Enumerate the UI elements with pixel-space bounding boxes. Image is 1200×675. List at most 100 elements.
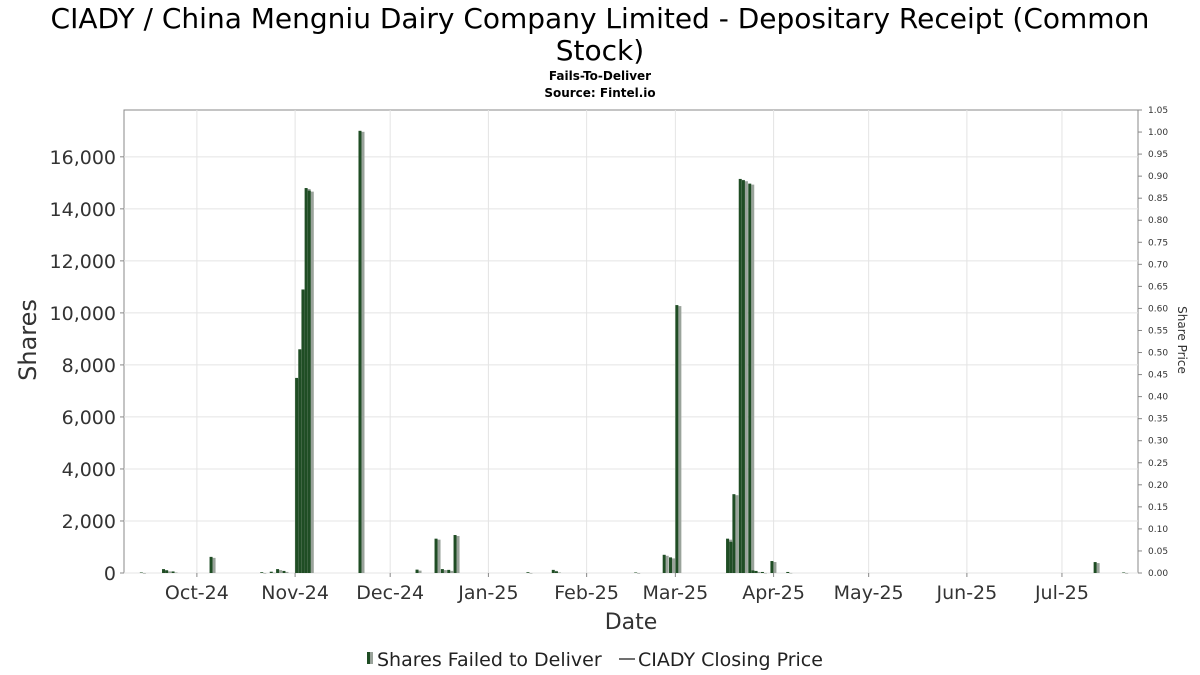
legend-bar-swatch-shadow xyxy=(370,652,373,664)
legend-label-price: CIADY Closing Price xyxy=(638,649,823,671)
y2-tick-label: 0.60 xyxy=(1148,304,1168,314)
y2-tick-label: 0.45 xyxy=(1148,371,1168,381)
ftd-bar-shadow xyxy=(1125,573,1129,574)
ftd-bar xyxy=(269,571,273,573)
y2-tick-label: 0.80 xyxy=(1148,216,1168,226)
plot-area xyxy=(123,109,1139,574)
y2-tick-label: 0.65 xyxy=(1148,282,1168,292)
ftd-bar xyxy=(770,561,774,573)
ftd-bar xyxy=(1093,562,1097,573)
ftd-bar-shadow xyxy=(437,539,441,573)
chart-title-line-1: CIADY / China Mengniu Dairy Company Limi… xyxy=(51,2,1150,35)
ftd-bar xyxy=(165,570,169,573)
ftd-bar-shadow xyxy=(672,558,676,573)
ftd-bar xyxy=(415,569,419,573)
y2-tick-label: 0.85 xyxy=(1148,194,1168,204)
y2-tick-label: 0.00 xyxy=(1148,569,1168,579)
bars xyxy=(139,130,1129,574)
ftd-bar-shadow xyxy=(665,555,669,573)
x-tick-label: Feb-25 xyxy=(554,582,619,604)
ftd-bar xyxy=(358,130,362,573)
y2-tick-label: 1.05 xyxy=(1148,106,1168,116)
y2-tick-label: 0.20 xyxy=(1148,481,1168,491)
y-tick-label: 16,000 xyxy=(50,147,116,169)
y2-tick-label: 0.75 xyxy=(1148,238,1168,248)
ftd-bar-shadow xyxy=(168,571,172,573)
y-tick-label: 0 xyxy=(104,563,116,585)
ftd-bar-shadow xyxy=(637,573,641,574)
ftd-bar xyxy=(447,569,451,573)
y-tick-label: 2,000 xyxy=(62,511,116,533)
y2-tick-label: 0.30 xyxy=(1148,437,1168,447)
legend: Shares Failed to Deliver CIADY Closing P… xyxy=(367,649,823,671)
x-axis-label: Date xyxy=(605,610,658,635)
x-axis: Oct-24 Nov-24 Dec-24 Jan-25 Feb-25 Mar-25 Apr-… xyxy=(165,573,1089,604)
ftd-bar xyxy=(209,556,213,573)
ftd-bar xyxy=(726,538,730,573)
ftd-bar xyxy=(760,571,764,573)
y-tick-label: 10,000 xyxy=(50,303,116,325)
ftd-bar xyxy=(304,188,308,574)
ftd-bar xyxy=(554,571,558,573)
ftd-bar xyxy=(276,569,280,573)
y-tick-label: 12,000 xyxy=(50,251,116,273)
x-tick-label: Jan-25 xyxy=(457,582,518,604)
ftd-bar-shadow xyxy=(285,571,289,573)
ftd-bar-shadow xyxy=(763,572,767,574)
ftd-bar xyxy=(741,180,745,573)
ftd-bar-shadow xyxy=(456,536,460,573)
x-tick-label: Jul-25 xyxy=(1034,582,1089,604)
ftd-bar xyxy=(675,305,679,573)
y2-axis: 0.00 0.05 0.10 0.15 0.20 0.25 0.30 0.35 0.40 0.45… xyxy=(1138,106,1168,579)
y2-tick-label: 0.05 xyxy=(1148,547,1168,557)
ftd-bar xyxy=(634,572,638,573)
y2-tick-label: 0.55 xyxy=(1148,326,1168,336)
y2-tick-label: 0.35 xyxy=(1148,415,1168,425)
ftd-bar xyxy=(729,541,733,573)
ftd-bar xyxy=(662,554,666,573)
grid xyxy=(124,110,1138,574)
ftd-bar-shadow xyxy=(174,572,178,573)
x-tick-label: May-25 xyxy=(834,582,904,604)
x-tick-label: Nov-24 xyxy=(261,582,329,604)
ftd-bar-shadow xyxy=(279,570,283,573)
ftd-bar-shadow xyxy=(263,573,267,574)
y2-tick-label: 0.15 xyxy=(1148,503,1168,513)
ftd-bar xyxy=(453,535,457,573)
y2-axis-label: Share Price xyxy=(1175,306,1189,374)
y2-tick-label: 0.40 xyxy=(1148,393,1168,403)
ftd-bar-shadow xyxy=(789,572,793,574)
ftd-bar xyxy=(298,349,302,573)
ftd-bar xyxy=(754,570,758,573)
ftd-bar-shadow xyxy=(678,306,682,573)
ftd-bar xyxy=(434,538,438,573)
legend-label-ftd: Shares Failed to Deliver xyxy=(377,649,602,671)
y2-tick-label: 0.10 xyxy=(1148,525,1168,535)
ftd-bar-shadow xyxy=(735,495,739,573)
chart-title-line-2: Stock) xyxy=(556,34,644,67)
x-tick-label: Oct-24 xyxy=(165,582,229,604)
ftd-bar-shadow xyxy=(1096,563,1100,573)
ftd-bar xyxy=(282,570,286,573)
y-tick-label: 4,000 xyxy=(62,459,116,481)
y2-tick-label: 0.95 xyxy=(1148,150,1168,160)
y2-tick-label: 0.90 xyxy=(1148,172,1168,182)
ftd-bar xyxy=(669,557,673,573)
ftd-bar-shadow xyxy=(757,571,761,573)
ftd-bar-shadow xyxy=(744,181,748,573)
ftd-bar xyxy=(738,178,742,573)
ftd-bar-shadow xyxy=(443,570,447,573)
y2-tick-label: 0.70 xyxy=(1148,260,1168,270)
ftd-bar xyxy=(162,569,166,573)
y-axis: 0 2,000 4,000 6,000 8,000 10,000 12,000 14,000 1… xyxy=(50,147,124,585)
ftd-bar xyxy=(260,572,264,573)
ftd-bar xyxy=(551,569,555,573)
chart-source: Source: Fintel.io xyxy=(544,86,655,100)
y-tick-label: 14,000 xyxy=(50,199,116,221)
y-axis-label: Shares xyxy=(14,299,42,381)
y-tick-label: 8,000 xyxy=(62,355,116,377)
ftd-bar-shadow xyxy=(450,570,454,573)
y2-tick-label: 0.25 xyxy=(1148,459,1168,469)
ftd-bar xyxy=(526,572,530,573)
